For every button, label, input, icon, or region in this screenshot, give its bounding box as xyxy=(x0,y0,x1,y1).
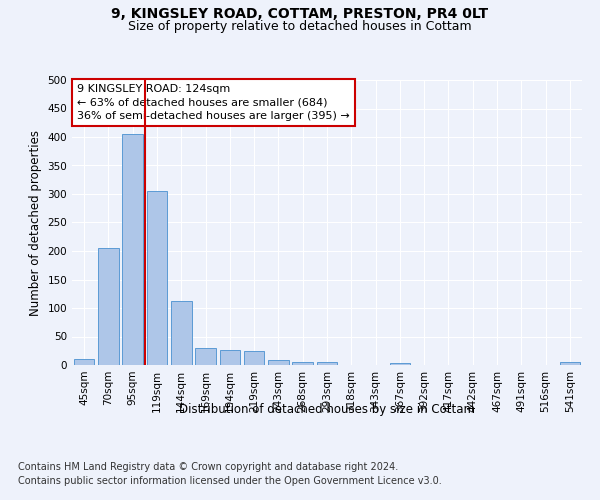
Bar xyxy=(195,348,216,365)
Bar xyxy=(317,362,337,365)
Y-axis label: Number of detached properties: Number of detached properties xyxy=(29,130,42,316)
Text: 9 KINGSLEY ROAD: 124sqm
← 63% of detached houses are smaller (684)
36% of semi-d: 9 KINGSLEY ROAD: 124sqm ← 63% of detache… xyxy=(77,84,350,120)
Bar xyxy=(244,351,265,365)
Bar xyxy=(146,191,167,365)
Bar xyxy=(98,248,119,365)
Bar xyxy=(560,362,580,365)
Bar xyxy=(389,364,410,365)
Text: Size of property relative to detached houses in Cottam: Size of property relative to detached ho… xyxy=(128,20,472,33)
Bar xyxy=(74,360,94,365)
Bar xyxy=(292,362,313,365)
Text: Distribution of detached houses by size in Cottam: Distribution of detached houses by size … xyxy=(179,402,475,415)
Text: 9, KINGSLEY ROAD, COTTAM, PRESTON, PR4 0LT: 9, KINGSLEY ROAD, COTTAM, PRESTON, PR4 0… xyxy=(112,8,488,22)
Bar xyxy=(220,350,240,365)
Bar xyxy=(268,360,289,365)
Bar xyxy=(171,300,191,365)
Text: Contains public sector information licensed under the Open Government Licence v3: Contains public sector information licen… xyxy=(18,476,442,486)
Text: Contains HM Land Registry data © Crown copyright and database right 2024.: Contains HM Land Registry data © Crown c… xyxy=(18,462,398,472)
Bar xyxy=(122,134,143,365)
